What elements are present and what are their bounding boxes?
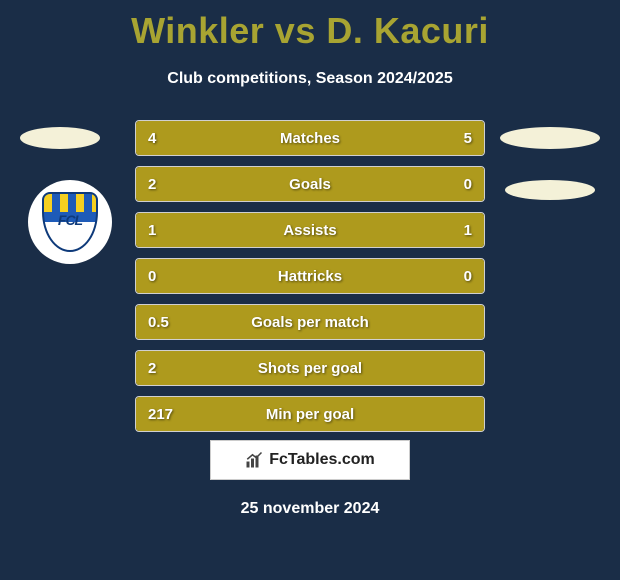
page-title: Winkler vs D. Kacuri	[0, 0, 620, 52]
bar-left-fill	[136, 397, 484, 431]
bar-row: Matches45	[135, 120, 485, 156]
bar-right-fill	[407, 167, 484, 201]
bar-left-fill	[136, 259, 310, 293]
bar-row: Shots per goal2	[135, 350, 485, 386]
decor-ellipse	[505, 180, 595, 200]
fctables-link[interactable]: FcTables.com	[210, 440, 410, 480]
bar-right-fill	[289, 121, 484, 155]
bar-left-fill	[136, 167, 407, 201]
chart-icon	[245, 451, 263, 469]
bar-row: Goals per match0.5	[135, 304, 485, 340]
bar-right-fill	[310, 259, 484, 293]
fctables-link-text: FcTables.com	[269, 451, 375, 469]
bar-right-fill	[310, 213, 484, 247]
page-subtitle: Club competitions, Season 2024/2025	[0, 70, 620, 88]
bar-left-fill	[136, 305, 484, 339]
decor-ellipse	[500, 127, 600, 149]
club-badge-fcl: FCL	[28, 180, 112, 264]
bar-left-fill	[136, 213, 310, 247]
club-badge-label: FCL	[38, 212, 102, 228]
date-text: 25 november 2024	[0, 500, 620, 518]
bar-row: Assists11	[135, 212, 485, 248]
bar-left-fill	[136, 121, 289, 155]
bar-row: Hattricks00	[135, 258, 485, 294]
bar-left-fill	[136, 351, 484, 385]
comparison-chart: Matches45 Goals20 Assists11 Hattricks00 Goal…	[135, 120, 485, 442]
bar-row: Goals20	[135, 166, 485, 202]
decor-ellipse	[20, 127, 100, 149]
bar-row: Min per goal217	[135, 396, 485, 432]
